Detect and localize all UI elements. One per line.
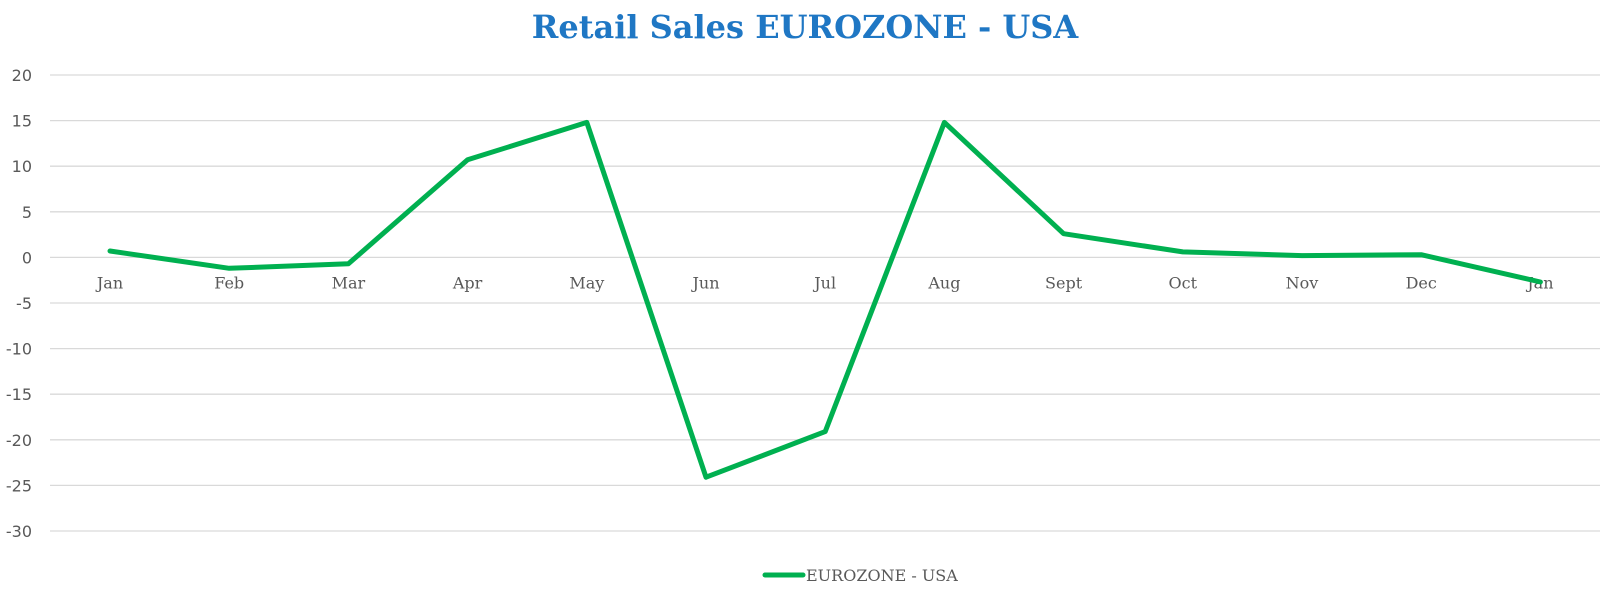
x-tick-label: Apr xyxy=(452,273,483,292)
y-tick-label: 5 xyxy=(22,203,32,222)
x-tick-label: Mar xyxy=(332,273,366,292)
y-tick-label: 0 xyxy=(22,248,32,267)
y-tick-label: -25 xyxy=(6,476,32,495)
x-tick-label: Jul xyxy=(812,273,836,292)
x-tick-label: Nov xyxy=(1286,273,1319,292)
x-axis-tick-labels: Jan Feb Mar Apr May Jun Jul Aug Sept Oct Nov Dec Jan xyxy=(95,273,1554,292)
legend-label: EUROZONE - USA xyxy=(806,566,958,585)
y-tick-label: -30 xyxy=(6,522,32,541)
x-tick-label: Oct xyxy=(1169,273,1198,292)
series-line-eurozone-usa xyxy=(107,119,1543,480)
x-tick-label: Jan xyxy=(95,273,123,292)
legend: EUROZONE - USA xyxy=(762,566,958,585)
y-tick-label: 20 xyxy=(12,66,32,85)
y-tick-label: -5 xyxy=(16,294,32,313)
y-tick-label: 10 xyxy=(12,157,32,176)
y-tick-label: -10 xyxy=(6,340,32,359)
x-tick-label: Feb xyxy=(214,273,244,292)
x-tick-label: Aug xyxy=(927,273,960,292)
y-axis-tick-labels: 20 15 10 5 0 -5 -10 -15 -20 -25 -30 xyxy=(6,66,32,541)
gridlines xyxy=(50,74,1600,532)
y-tick-label: -15 xyxy=(6,385,32,404)
y-tick-label: -20 xyxy=(6,431,32,450)
chart-title: Retail Sales EUROZONE - USA xyxy=(531,8,1079,46)
x-tick-label: Dec xyxy=(1406,273,1437,292)
x-tick-label: Sept xyxy=(1045,273,1083,292)
x-tick-label: May xyxy=(569,273,604,292)
series-layer xyxy=(107,119,1543,480)
x-tick-label: Jun xyxy=(690,273,719,292)
y-tick-label: 15 xyxy=(12,112,32,131)
